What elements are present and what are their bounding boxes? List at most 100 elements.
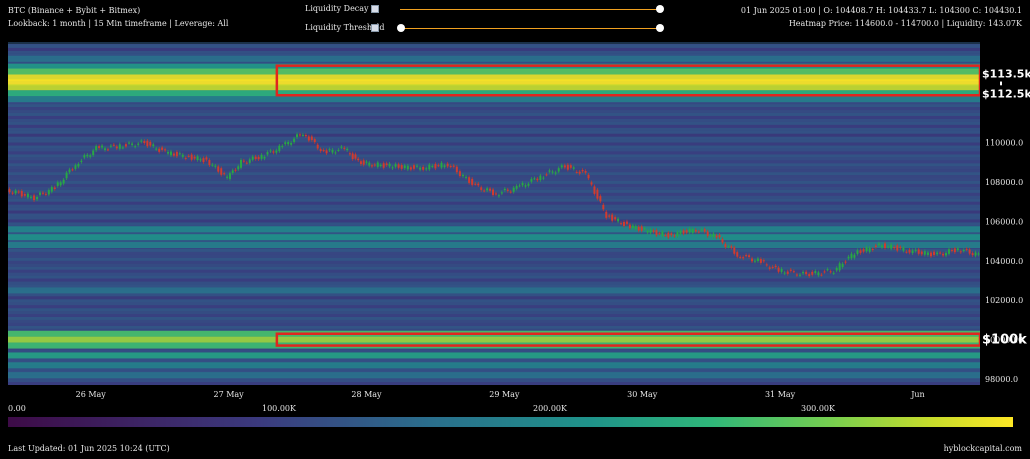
price-candle — [118, 144, 121, 149]
price-candle — [287, 141, 290, 145]
price-candle — [181, 154, 184, 157]
price-candle — [461, 174, 464, 177]
heatmap-row — [8, 269, 980, 273]
y-tick-label: 104000.0 — [985, 257, 1023, 266]
price-candle — [584, 171, 587, 173]
heatmap-row — [8, 322, 980, 326]
heatmap-row — [8, 257, 980, 261]
price-candle — [802, 271, 805, 274]
price-candle — [266, 152, 269, 155]
price-candle — [425, 168, 428, 170]
y-tick-label: 106000.0 — [985, 217, 1023, 226]
heatmap-row — [8, 118, 980, 122]
price-candle — [518, 185, 521, 187]
price-candle — [17, 191, 20, 193]
price-candle — [242, 160, 245, 162]
price-candle — [893, 247, 896, 249]
heatmap-row — [8, 124, 980, 128]
price-candle — [506, 189, 509, 191]
price-candle — [223, 173, 226, 175]
price-candle — [762, 260, 765, 262]
price-candle — [685, 230, 688, 233]
price-candle — [217, 166, 220, 172]
heatmap-row — [8, 53, 980, 57]
x-tick-label: 30 May — [627, 390, 658, 399]
liquidity-band — [8, 242, 980, 249]
heatmap-row — [8, 305, 980, 309]
price-candle — [322, 150, 325, 152]
heatmap-row — [8, 284, 980, 288]
brand-link[interactable]: hyblockcapital.com — [943, 444, 1022, 453]
liquidity-threshold-slider-handle-right[interactable] — [656, 24, 664, 32]
price-candle — [290, 142, 293, 145]
price-candle — [602, 204, 605, 210]
liquidity-decay-slider[interactable] — [400, 9, 660, 10]
price-candle — [237, 166, 240, 170]
price-candle — [446, 163, 449, 167]
price-candle — [325, 150, 328, 154]
heatmap-row — [8, 275, 980, 279]
price-candle — [945, 252, 948, 256]
heatmap-row — [8, 121, 980, 125]
colorbar-tick-1: 100.00K — [262, 404, 296, 413]
x-tick-label: 29 May — [489, 390, 520, 399]
price-candle — [700, 229, 703, 231]
price-candle — [29, 196, 32, 198]
price-candle — [33, 195, 36, 201]
price-candle — [278, 145, 281, 152]
price-candle — [805, 271, 808, 275]
price-candle — [566, 164, 569, 170]
price-candle — [397, 164, 400, 168]
price-candle — [777, 267, 780, 272]
price-candle — [275, 150, 278, 153]
heatmap-row — [8, 293, 980, 297]
liquidity-threshold-slider-handle-left[interactable] — [397, 24, 405, 32]
price-candle — [977, 253, 980, 255]
price-candle — [874, 245, 877, 248]
price-candle — [431, 165, 434, 167]
chart-header-left: BTC (Binance + Bybit + Bitmex) Lookback:… — [8, 4, 228, 30]
heatmap-row — [8, 251, 980, 255]
liquidity-decay-slider-handle[interactable] — [656, 5, 664, 13]
heatmap-row — [8, 180, 980, 184]
liquidity-threshold-slider[interactable] — [400, 28, 660, 29]
price-candle — [86, 154, 89, 157]
price-candle — [23, 193, 26, 196]
price-candle — [59, 182, 62, 186]
price-candle — [724, 244, 727, 248]
price-candle — [400, 165, 403, 169]
price-candle — [578, 171, 581, 174]
liquidity-band — [8, 362, 980, 369]
price-candle — [780, 268, 783, 272]
price-candle — [759, 259, 762, 263]
liquidation-heatmap-chart[interactable]: 98000.0 100000.0 102000.0 104000.0 106000.0 1… — [0, 40, 1030, 400]
price-candle — [914, 249, 917, 251]
price-candle — [676, 232, 679, 237]
price-candle — [220, 168, 223, 175]
chart-header-right: 01 Jun 2025 01:00 | O: 104408.7 H: 10443… — [741, 4, 1022, 30]
price-candle — [643, 228, 646, 230]
price-candle — [449, 166, 452, 168]
price-candle — [368, 162, 371, 166]
heatmap-row — [8, 201, 980, 205]
price-candle — [357, 158, 360, 161]
price-candle — [260, 154, 263, 159]
price-candle — [814, 271, 817, 274]
price-candle — [298, 134, 301, 136]
price-candle — [362, 160, 365, 165]
chart-subtitle: Lookback: 1 month | 15 Min timeframe | L… — [8, 19, 229, 28]
price-candle — [36, 196, 39, 200]
price-candle — [202, 158, 205, 163]
heatmap-row — [8, 314, 980, 317]
heatmap-row — [8, 311, 980, 315]
price-candle — [771, 266, 774, 268]
price-candle — [896, 245, 899, 251]
heatmap-row — [8, 195, 980, 199]
price-candle — [557, 168, 560, 172]
price-candle — [486, 188, 489, 191]
heatmap-row — [8, 136, 980, 140]
price-candle — [712, 233, 715, 237]
heatmap-row — [8, 186, 980, 190]
price-candle — [199, 159, 202, 161]
price-candle — [703, 229, 706, 232]
